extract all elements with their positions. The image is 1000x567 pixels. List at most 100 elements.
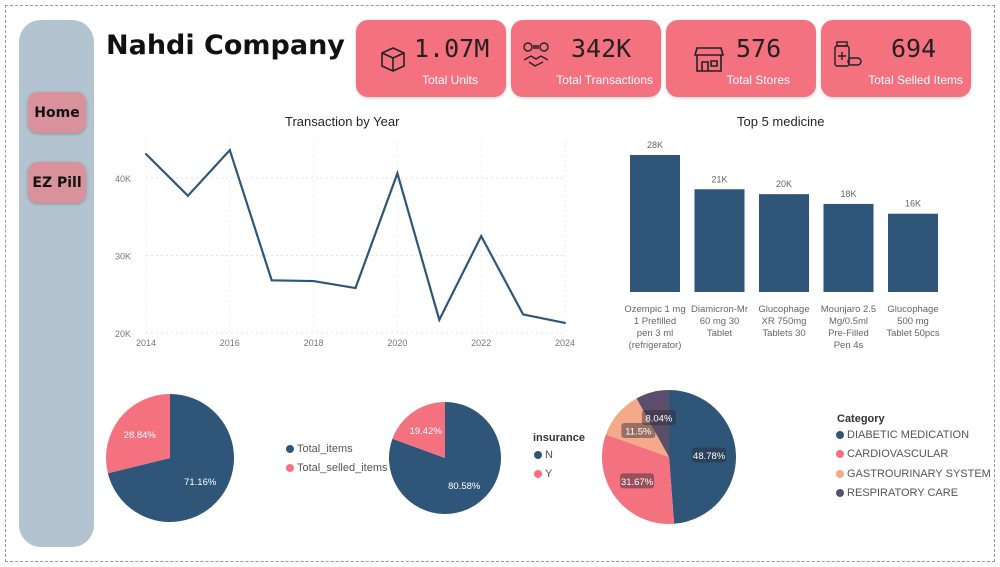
pie-slice bbox=[392, 402, 445, 458]
legend-dot bbox=[836, 431, 844, 439]
legend-dot bbox=[836, 470, 844, 478]
y-tick-label: 30K bbox=[115, 252, 131, 262]
bar-chart: 28K Ozempic 1 mg 1 Prefilled pen 3 ml (refri… bbox=[624, 140, 940, 351]
home-button[interactable]: Home bbox=[28, 92, 86, 133]
pie-chart-category: 48.78% 31.67% 11.5%8.04% bbox=[602, 390, 736, 524]
bar bbox=[694, 189, 745, 292]
kpi-label: Total Selled Items bbox=[868, 73, 963, 87]
x-category-label: Diamicron-Mr 60 mg 30 Tablet bbox=[691, 304, 748, 339]
line-chart: 20K 30K 40K 2014 2016 2018 2020 2022 2024 bbox=[115, 140, 575, 348]
bar-data-label: 21K bbox=[711, 174, 727, 184]
legend-label: CARDIOVASCULAR bbox=[847, 448, 949, 460]
legend-label: Y bbox=[545, 468, 553, 480]
kpi-total-transactions: 342K Total Transactions bbox=[511, 20, 661, 97]
x-category-label: Glucophage XR 750mg Tablets 30 bbox=[758, 304, 809, 339]
data-label-bg bbox=[620, 473, 655, 489]
pie-slice bbox=[669, 390, 736, 524]
sidebar: Home EZ Pill bbox=[19, 20, 94, 547]
store-icon bbox=[694, 47, 724, 72]
data-point bbox=[270, 279, 273, 282]
legend-title-insurance: insurance bbox=[533, 432, 585, 444]
data-point bbox=[480, 235, 483, 238]
data-point bbox=[186, 194, 189, 197]
data-point bbox=[145, 152, 147, 155]
data-label-bg bbox=[692, 447, 727, 463]
legend-label: Total_items bbox=[297, 443, 353, 455]
bar bbox=[759, 194, 809, 292]
pie-data-label: 31.67% bbox=[621, 477, 654, 488]
kpi-value: 1.07M bbox=[414, 34, 490, 63]
kpi-total-units: 1.07M Total Units bbox=[356, 20, 506, 97]
data-label-bg bbox=[621, 422, 656, 438]
bar bbox=[888, 213, 938, 292]
legend-label: GASTROURINARY SYSTEM bbox=[847, 468, 991, 480]
handshake-money-icon bbox=[523, 42, 549, 67]
data-point bbox=[396, 172, 399, 175]
legend-title-category: Category bbox=[837, 413, 885, 425]
data-label-bg bbox=[641, 410, 676, 426]
legend-dot bbox=[836, 450, 844, 458]
pie-slice bbox=[602, 434, 675, 524]
pie-chart-items: 71.16% 28.84% bbox=[106, 394, 234, 522]
box-icon bbox=[381, 47, 405, 72]
canvas-frame bbox=[5, 5, 995, 562]
legend-item-gastrourinary[interactable]: GASTROURINARY SYSTEM bbox=[836, 468, 991, 480]
bar-data-label: 20K bbox=[776, 179, 792, 189]
y-tick-label: 20K bbox=[115, 329, 131, 339]
legend-dot bbox=[534, 451, 542, 459]
x-tick-label: 2024 bbox=[555, 338, 575, 348]
kpi-label: Total Units bbox=[421, 73, 478, 87]
legend-label: DIABETIC MEDICATION bbox=[847, 429, 970, 441]
kpi-value: 576 bbox=[736, 34, 782, 63]
pie-slice bbox=[636, 390, 669, 457]
x-category-label: Glucophage 500 mg Tablet 50pcs bbox=[886, 304, 940, 339]
pie-data-label: 8.04% bbox=[645, 414, 672, 425]
legend-dot bbox=[286, 464, 294, 472]
pie-slice bbox=[605, 398, 669, 457]
pie-data-label: 71.16% bbox=[184, 477, 217, 488]
pie-data-label: 48.78% bbox=[693, 451, 726, 462]
kpi-total-stores: 576 Total Stores bbox=[666, 20, 816, 97]
line-series bbox=[145, 147, 566, 325]
x-category-label: Mounjaro 2.5 Mg/0.5ml Pre-Filled Pen 4s bbox=[821, 304, 876, 351]
data-point bbox=[354, 287, 357, 290]
bar-data-label: 18K bbox=[840, 189, 856, 199]
data-point bbox=[522, 313, 525, 316]
x-category-label: Ozempic 1 mg 1 Prefilled pen 3 ml (refriger… bbox=[624, 304, 685, 351]
data-point bbox=[564, 321, 566, 324]
pie-data-label: 80.58% bbox=[448, 481, 481, 492]
legend-label: Total_selled_items bbox=[297, 462, 388, 474]
pie-slice bbox=[107, 394, 234, 522]
x-tick-label: 2016 bbox=[220, 338, 240, 348]
page-title: Nahdi Company bbox=[106, 30, 345, 61]
x-tick-label: 2020 bbox=[387, 338, 407, 348]
bar-data-label: 28K bbox=[647, 140, 663, 150]
kpi-value: 342K bbox=[571, 34, 632, 63]
legend-item-diabetic[interactable]: DIABETIC MEDICATION bbox=[836, 429, 969, 441]
kpi-label: Total Stores bbox=[726, 73, 790, 87]
legend-label: RESPIRATORY CARE bbox=[847, 487, 959, 499]
legend-item-y[interactable]: Y bbox=[534, 468, 552, 480]
pie-slice bbox=[106, 394, 170, 474]
kpi-value: 694 bbox=[891, 34, 937, 63]
legend-dot bbox=[534, 470, 542, 478]
pie-chart-insurance: 80.58% 19.42% bbox=[389, 402, 501, 514]
legend-item-cardiovascular[interactable]: CARDIOVASCULAR bbox=[836, 448, 948, 460]
bar bbox=[630, 155, 680, 292]
legend-item-respiratory[interactable]: RESPIRATORY CARE bbox=[836, 487, 958, 499]
pie-data-label: 11.5% bbox=[625, 426, 652, 437]
bar bbox=[823, 203, 874, 292]
medicine-bottle-icon bbox=[834, 41, 862, 67]
data-point bbox=[438, 318, 441, 321]
legend-item-total-items[interactable]: Total_items bbox=[286, 443, 353, 455]
legend-dot bbox=[286, 445, 294, 453]
pie-data-label: 28.84% bbox=[124, 430, 157, 441]
kpi-label: Total Transactions bbox=[556, 73, 653, 87]
legend-item-total-selled-items[interactable]: Total_selled_items bbox=[286, 462, 388, 474]
y-tick-label: 40K bbox=[115, 174, 131, 184]
x-tick-label: 2014 bbox=[136, 338, 156, 348]
pie-data-label: 19.42% bbox=[410, 426, 443, 437]
ez-pill-button[interactable]: EZ Pill bbox=[28, 162, 86, 203]
x-tick-label: 2018 bbox=[304, 338, 324, 348]
legend-item-n[interactable]: N bbox=[534, 449, 553, 461]
